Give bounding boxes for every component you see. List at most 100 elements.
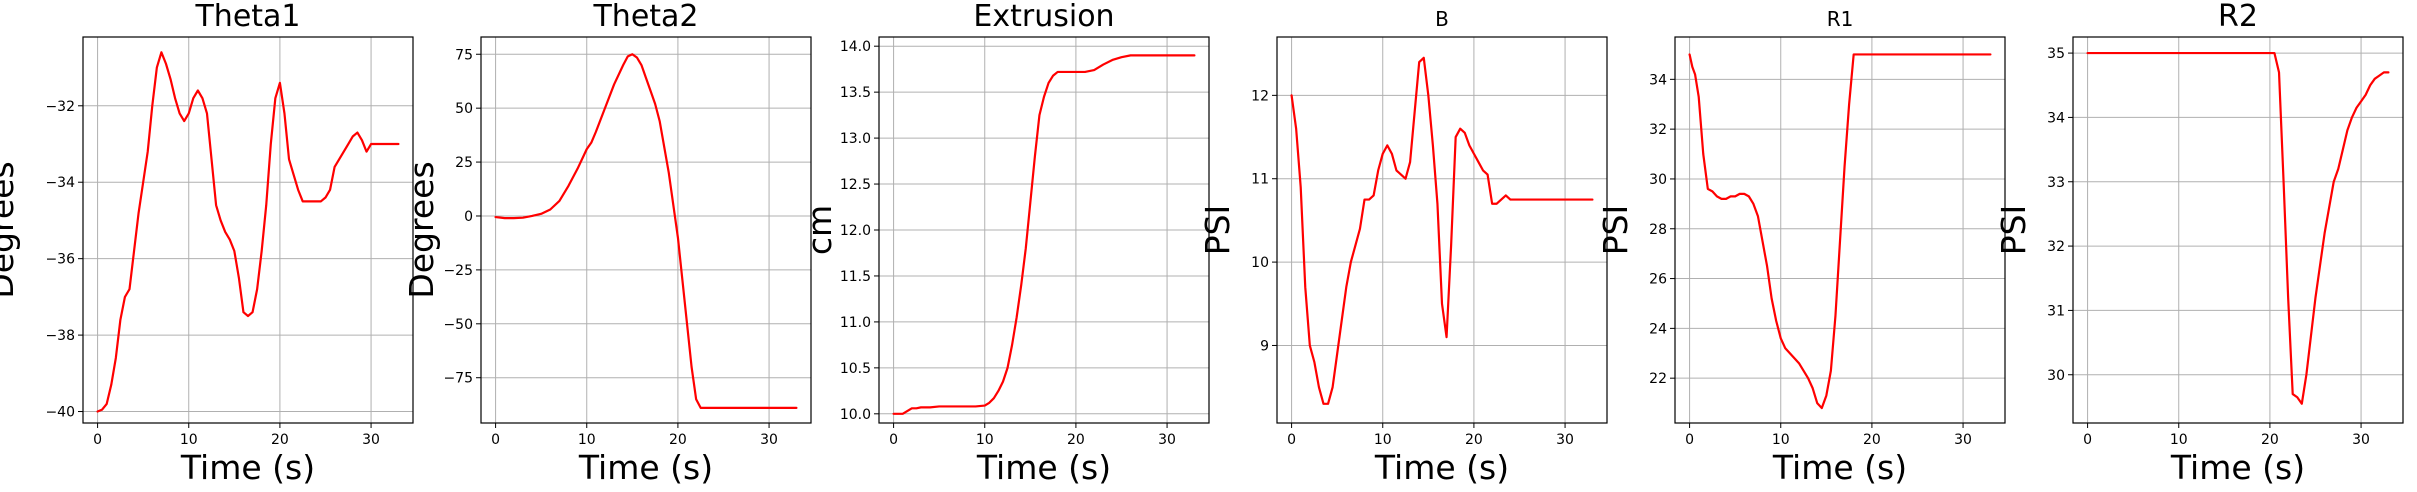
series-line-1 [494, 53, 798, 410]
x-axis-label: Time (s) [976, 448, 1111, 487]
plot-area [2073, 37, 2403, 423]
chart-title: B [1435, 7, 1449, 31]
x-tick-label: 0 [93, 432, 102, 448]
y-axis-label: cm [800, 205, 839, 255]
y-tick-label: −36 [45, 252, 75, 268]
y-tick-label: 14.0 [840, 39, 871, 55]
chart-panel-1: 0 10 20 30 −40 −38 −36 −34 −32 Theta1 Time (s) Degr… [0, 0, 414, 487]
x-axis-label: Time (s) [2170, 448, 2305, 487]
axes-frame [480, 36, 812, 424]
x-tick-label: 0 [1685, 432, 1694, 448]
y-tick-label: 34 [1649, 72, 1667, 88]
y-tick-label: 35 [2047, 46, 2065, 62]
y-tick-label: 13.0 [840, 131, 871, 147]
x-tick-label: 30 [362, 432, 380, 448]
y-tick-label: 13.5 [840, 85, 871, 101]
x-tick-label: 30 [2352, 432, 2370, 448]
x-tick-label: 20 [1465, 432, 1483, 448]
x-tick-label: 20 [2261, 432, 2279, 448]
series-line-1 [1688, 53, 1992, 410]
y-tick-label: −75 [443, 371, 473, 387]
y-tick-label: −40 [45, 405, 75, 421]
axes-frame [1674, 36, 2006, 424]
chart-title: R1 [1827, 7, 1854, 31]
y-tick-label: 75 [455, 47, 473, 63]
y-tick-label: 0 [464, 209, 473, 225]
y-tick-label: 31 [2047, 303, 2065, 319]
y-tick-label: 11.5 [840, 269, 871, 285]
y-tick-label: 11.0 [840, 315, 871, 331]
x-axis-label: Time (s) [578, 448, 713, 487]
y-tick-label: 10 [1251, 255, 1269, 271]
plot-area [1277, 37, 1607, 423]
x-tick-label: 30 [1556, 432, 1574, 448]
y-axis-label: PSI [1994, 205, 2033, 256]
x-tick-label: 20 [1067, 432, 1085, 448]
axes-frame [82, 36, 414, 424]
x-tick-label: 10 [976, 432, 994, 448]
chart-panel-3: 0 10 20 30 10.0 10.5 11.0 11.5 12.0 12.5 13.0 13.5 1… [800, 0, 1210, 487]
axes-frame [2072, 36, 2404, 424]
y-tick-label: −34 [45, 175, 75, 191]
y-tick-label: 32 [2047, 239, 2065, 255]
chart-title: Theta2 [592, 0, 698, 34]
y-tick-label: 30 [2047, 368, 2065, 384]
y-axis-label: Degrees [0, 161, 21, 298]
x-tick-label: 20 [669, 432, 687, 448]
plot-area [481, 37, 811, 423]
y-tick-label: 26 [1649, 272, 1667, 288]
x-tick-label: 30 [760, 432, 778, 448]
x-tick-label: 0 [2083, 432, 2092, 448]
x-axis-label: Time (s) [1374, 448, 1509, 487]
x-tick-label: 30 [1954, 432, 1972, 448]
series-line-1 [2086, 51, 2390, 405]
y-axis-label: PSI [1198, 205, 1237, 256]
x-axis-label: Time (s) [1772, 448, 1907, 487]
x-tick-label: 0 [1287, 432, 1296, 448]
chart-panel-5: 0 10 20 30 22 24 26 28 30 32 34 R1 Time (s) PSI [1596, 7, 2006, 487]
y-tick-label: 30 [1649, 172, 1667, 188]
series-line-1 [892, 54, 1196, 415]
y-tick-label: −38 [45, 328, 75, 344]
y-tick-label: 12.0 [840, 223, 871, 239]
chart-title: Theta1 [194, 0, 300, 34]
y-tick-label: 50 [455, 101, 473, 117]
y-tick-label: −50 [443, 317, 473, 333]
y-tick-label: −32 [45, 99, 75, 115]
chart-panel-4: 0 10 20 30 9 10 11 12 B Time (s) PSI [1198, 7, 1608, 487]
axes-frame [1276, 36, 1608, 424]
y-tick-label: 33 [2047, 175, 2065, 191]
x-tick-label: 0 [889, 432, 898, 448]
y-tick-label: 32 [1649, 122, 1667, 138]
y-tick-label: 9 [1260, 338, 1269, 354]
y-tick-label: 22 [1649, 371, 1667, 387]
x-tick-label: 10 [180, 432, 198, 448]
x-axis-label: Time (s) [180, 448, 315, 487]
y-tick-label: 12 [1251, 88, 1269, 104]
x-tick-label: 20 [1863, 432, 1881, 448]
x-tick-label: 0 [491, 432, 500, 448]
chart-panel-6: 0 10 20 30 30 31 32 33 34 35 R2 Time (s) PSI [1994, 0, 2404, 487]
y-tick-label: 10.5 [840, 361, 871, 377]
series-line-1 [1290, 56, 1594, 405]
x-tick-label: 20 [271, 432, 289, 448]
x-tick-label: 10 [1772, 432, 1790, 448]
y-axis-label: Degrees [402, 161, 441, 298]
plot-area [83, 37, 413, 423]
x-tick-label: 10 [1374, 432, 1392, 448]
series-line-1 [96, 51, 400, 413]
chart-title: Extrusion [973, 0, 1114, 34]
y-axis-label: PSI [1596, 205, 1635, 256]
y-tick-label: 28 [1649, 222, 1667, 238]
chart-panel-2: 0 10 20 30 −75 −50 −25 0 25 50 75 Theta2 Time (s) Deg… [402, 0, 812, 487]
y-tick-label: 10.0 [840, 407, 871, 423]
chart-title: R2 [2218, 0, 2258, 34]
y-tick-label: 34 [2047, 110, 2065, 126]
y-tick-label: 25 [455, 155, 473, 171]
y-tick-label: 11 [1251, 172, 1269, 188]
y-tick-label: 12.5 [840, 177, 871, 193]
y-tick-label: −25 [443, 263, 473, 279]
x-tick-label: 30 [1158, 432, 1176, 448]
x-tick-label: 10 [578, 432, 596, 448]
